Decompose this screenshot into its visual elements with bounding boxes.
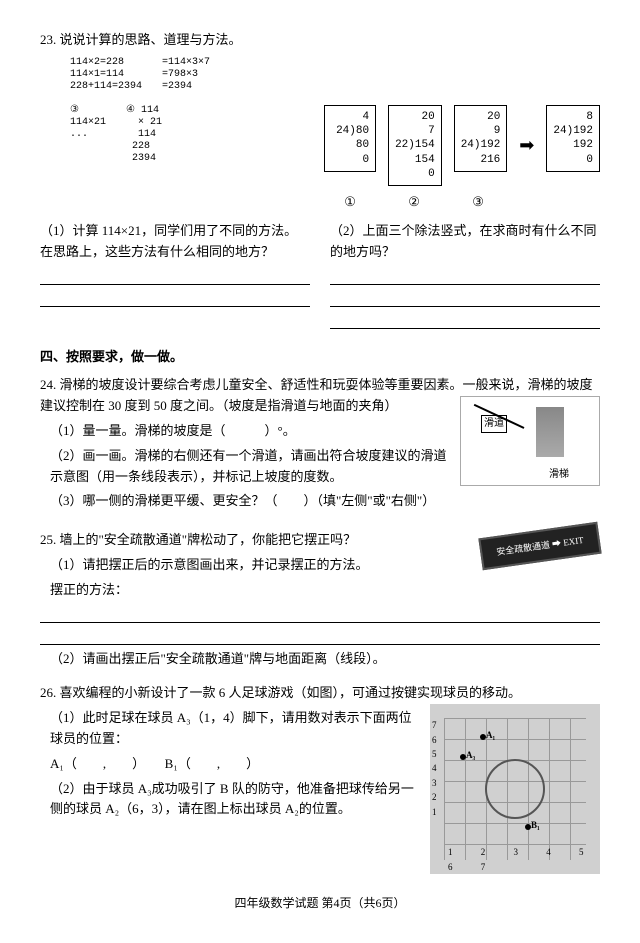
div3: 20 9 24)192 216 [454, 105, 508, 172]
answer-line[interactable] [40, 267, 310, 285]
q26-num: 26. [40, 685, 56, 700]
q26-text: 喜欢编程的小新设计了一款 6 人足球游戏（如图），可通过按键实现球员的移动。 [60, 685, 522, 700]
lbl-a3: A₃ [466, 748, 475, 762]
soccer-grid: A₃ A₁ B₁ 1 2 3 4 5 6 7 7654321 [430, 704, 600, 874]
axis-y: 7654321 [432, 718, 437, 819]
div1: 4 24)80 80 0 [324, 105, 376, 172]
q25-text: 墙上的"安全疏散通道"牌松动了，你能把它摆正吗？ [60, 532, 357, 547]
answer-line[interactable] [40, 605, 600, 623]
slide-tower [536, 407, 564, 457]
calc3: ③ 114×21 ... [70, 105, 106, 165]
lbl-b1: B₁ [531, 818, 540, 832]
answer-line[interactable] [40, 289, 310, 307]
q25-p1b: 摆正的方法： [50, 580, 600, 601]
calc-examples: 114×2=228 114×1=114 228+114=2394 =114×3×… [70, 57, 600, 93]
calc2: =114×3×7 =798×3 =2394 [162, 57, 210, 93]
q23-p2: （2）上面三个除法竖式，在求商时有什么不同的地方吗？ [330, 221, 600, 263]
arrow-icon: ➡ [519, 131, 534, 160]
q23-title: 说说计算的思路、道理与方法。 [60, 32, 242, 47]
calc1: 114×2=228 114×1=114 228+114=2394 [70, 57, 142, 93]
div-labels: ① ② ③ [324, 192, 600, 213]
division-boxes: 4 24)80 80 0 20 7 22)154 154 0 20 9 24)1… [324, 105, 600, 186]
slide-figure: 滑道 滑梯 [460, 396, 600, 486]
q24-p3: （3）哪一侧的滑梯更平缓、更安全？（ ）（填"左侧"或"右侧"） [50, 491, 600, 512]
lbl-a1: A₁ [486, 728, 495, 742]
answer-line[interactable] [40, 627, 600, 645]
q25-num: 25. [40, 532, 56, 547]
section4-title: 四、按照要求，做一做。 [40, 347, 600, 368]
center-circle [485, 759, 545, 819]
calc-examples2: ③ 114×21 ... ④ 114 × 21 114 228 2394 [70, 105, 274, 165]
q23-num: 23. [40, 32, 56, 47]
q25-p2: （2）请画出摆正后"安全疏散通道"牌与地面距离（线段）。 [50, 649, 600, 670]
div4: 8 24)192 192 0 [546, 105, 600, 172]
answer-line[interactable] [330, 289, 600, 307]
axis-x: 1 2 3 4 5 6 7 [448, 845, 600, 874]
answer-line[interactable] [330, 267, 600, 285]
calc4: ④ 114 × 21 114 228 2394 [126, 105, 162, 165]
page-footer: 四年级数学试题 第4页（共6页） [40, 894, 600, 913]
q24-num: 24. [40, 377, 56, 392]
slide-label2: 滑梯 [549, 467, 569, 483]
answer-line[interactable] [330, 311, 600, 329]
q23-p1: （1）计算 114×21，同学们用了不同的方法。在思路上，这些方法有什么相同的地… [40, 221, 310, 263]
div2: 20 7 22)154 154 0 [388, 105, 442, 186]
sign-figure: 安全疏散通道 ➡ EXIT [480, 530, 600, 562]
